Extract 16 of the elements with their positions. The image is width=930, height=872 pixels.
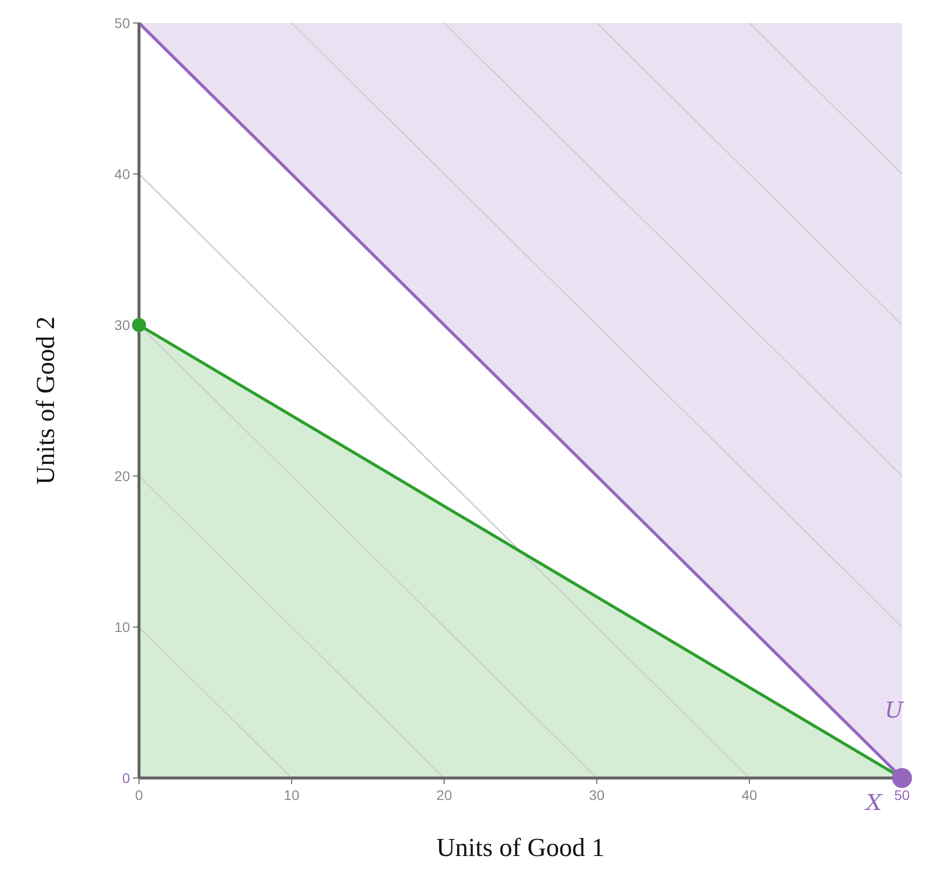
x-tick-label: 10 xyxy=(284,787,300,803)
x-tick-label: 50 xyxy=(894,787,910,803)
x-tick-label: 40 xyxy=(742,787,758,803)
y-tick-label: 40 xyxy=(114,166,130,182)
x-tick-label: 20 xyxy=(436,787,452,803)
annotation: X xyxy=(864,791,884,816)
y-axis-title: Units of Good 2 xyxy=(31,316,60,485)
x-tick-label: 30 xyxy=(589,787,605,803)
y-tick-label: 50 xyxy=(114,14,130,31)
y-tick-label: 30 xyxy=(114,316,130,333)
y-tick-label: 20 xyxy=(114,468,130,484)
x-tick-label: 0 xyxy=(135,787,144,803)
y-tick-label: 10 xyxy=(114,618,130,635)
x-axis-title: Units of Good 1 xyxy=(436,833,605,862)
annotation: U xyxy=(884,698,905,724)
y-tick-label: 0 xyxy=(122,770,130,786)
